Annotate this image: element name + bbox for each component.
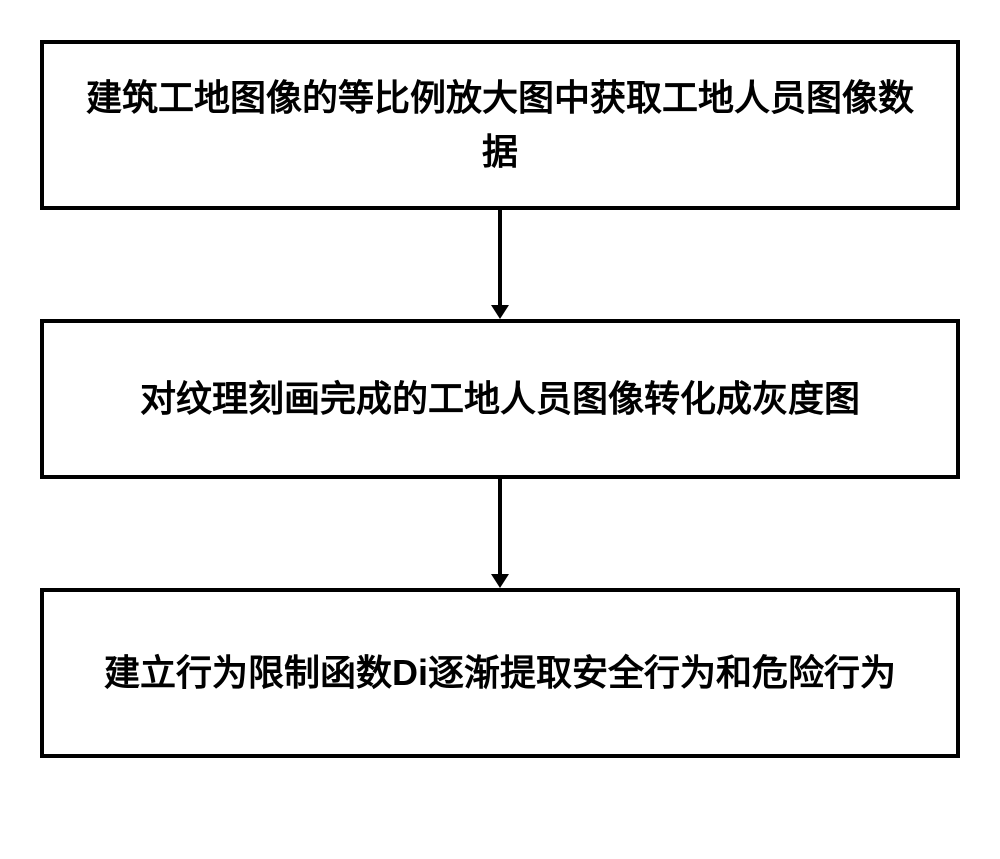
arrow-line-2: [498, 479, 502, 574]
process-box-3: 建立行为限制函数Di逐渐提取安全行为和危险行为: [40, 588, 960, 758]
process-box-2: 对纹理刻画完成的工地人员图像转化成灰度图: [40, 319, 960, 479]
flowchart-container: 建筑工地图像的等比例放大图中获取工地人员图像数据 对纹理刻画完成的工地人员图像转…: [40, 40, 960, 758]
process-box-1: 建筑工地图像的等比例放大图中获取工地人员图像数据: [40, 40, 960, 210]
arrow-2: [491, 479, 509, 588]
arrow-1: [491, 210, 509, 319]
arrow-head-2: [491, 574, 509, 588]
process-text-1: 建筑工地图像的等比例放大图中获取工地人员图像数据: [84, 71, 916, 179]
process-text-2: 对纹理刻画完成的工地人员图像转化成灰度图: [140, 372, 860, 426]
process-text-3: 建立行为限制函数Di逐渐提取安全行为和危险行为: [104, 646, 896, 700]
arrow-head-1: [491, 305, 509, 319]
arrow-line-1: [498, 210, 502, 305]
